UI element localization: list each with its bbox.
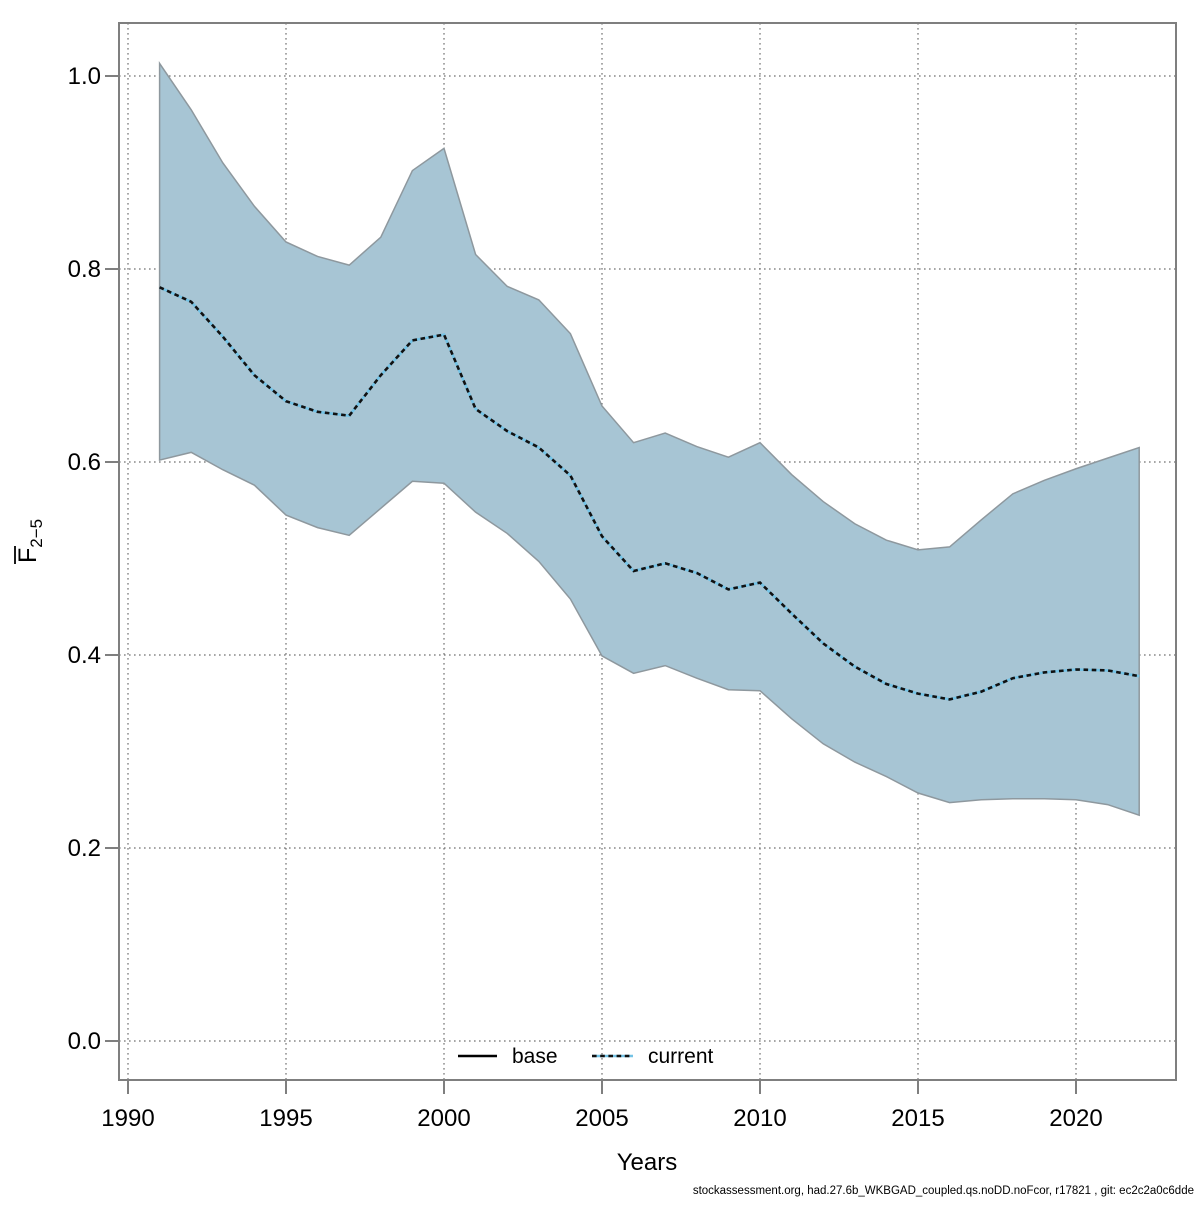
y-axis-title: F2−5 (14, 519, 46, 564)
x-tick-label: 1995 (259, 1105, 312, 1132)
x-tick-label: 2000 (417, 1105, 470, 1132)
x-axis-title: Years (617, 1149, 678, 1176)
x-tick-label: 2015 (891, 1105, 944, 1132)
x-axis: 1990 1995 2000 2005 2010 2015 2020 (101, 1081, 1103, 1132)
x-tick-label: 2020 (1049, 1105, 1102, 1132)
footer-credit: stockassessment.org, had.27.6b_WKBGAD_co… (693, 1185, 1194, 1197)
legend: base current (458, 1045, 714, 1068)
plot-frame (118, 22, 1177, 1081)
legend-current-label: current (648, 1045, 714, 1068)
x-tick-label: 2005 (575, 1105, 628, 1132)
y-tick-label: 0.6 (68, 449, 101, 476)
y-axis-title-text: F2−5 (14, 519, 46, 563)
legend-base-label: base (512, 1045, 558, 1068)
y-tick-label: 1.0 (68, 63, 101, 90)
x-tick-label: 1990 (101, 1105, 154, 1132)
gridlines (119, 23, 1176, 1080)
y-tick-label: 0.2 (68, 835, 101, 862)
current-line-dashes (159, 286, 1140, 701)
x-tick-label: 2010 (733, 1105, 786, 1132)
y-tick-label: 0.0 (68, 1028, 101, 1055)
y-tick-label: 0.4 (68, 642, 101, 669)
y-tick-label: 0.8 (68, 256, 101, 283)
y-axis: 0.0 0.2 0.4 0.6 0.8 1.0 (68, 63, 118, 1055)
confidence-ribbon (158, 61, 1140, 817)
